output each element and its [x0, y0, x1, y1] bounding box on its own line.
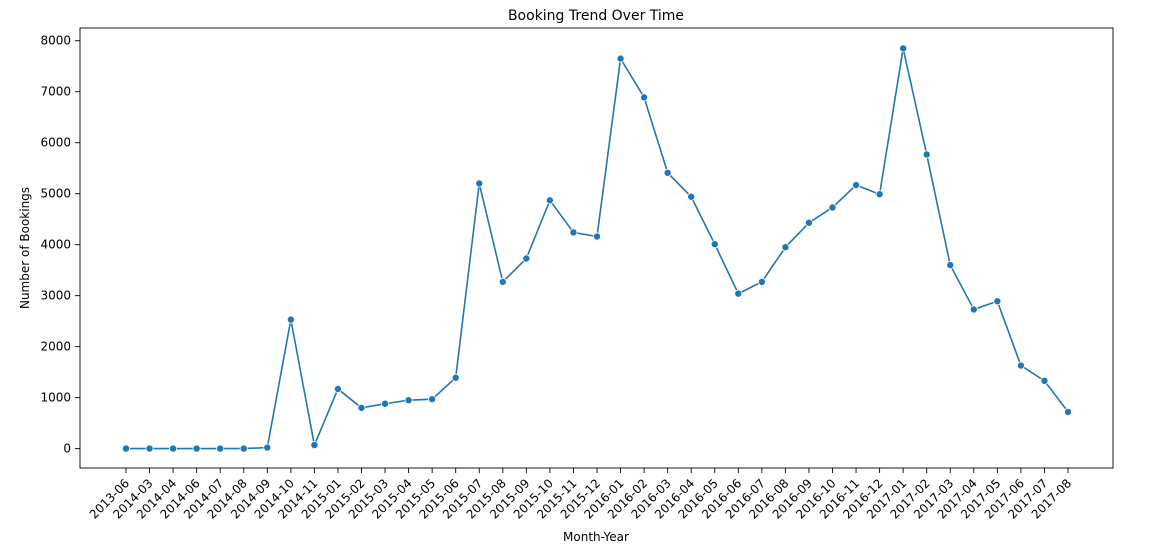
data-point [381, 399, 390, 408]
data-point [734, 289, 743, 298]
data-point [310, 441, 319, 450]
data-point [1064, 407, 1073, 416]
y-tick-label: 4000 [40, 238, 71, 252]
data-point [804, 218, 813, 227]
plot-frame [79, 27, 1114, 469]
data-point [404, 396, 413, 405]
data-point [640, 93, 649, 102]
data-point [522, 254, 531, 263]
data-point [545, 196, 554, 205]
y-tick-label: 5000 [40, 187, 71, 201]
data-point [875, 190, 884, 199]
data-point [899, 44, 908, 53]
data-point [451, 373, 460, 382]
data-point [122, 444, 131, 453]
data-point [498, 277, 507, 286]
data-point [169, 444, 178, 453]
y-axis: 0 1000 2000 3000 4000 5000 6000 7000 8000 [40, 34, 80, 456]
series-line [126, 48, 1069, 450]
data-point [145, 444, 154, 453]
data-point [428, 395, 437, 404]
data-point [1016, 361, 1025, 370]
y-tick-label: 0 [63, 442, 71, 456]
data-point [663, 168, 672, 177]
data-point [1040, 376, 1049, 385]
y-tick-label: 8000 [40, 34, 71, 48]
data-point [687, 192, 696, 201]
data-point [286, 315, 295, 324]
y-axis-label: Number of Bookings [18, 187, 32, 309]
data-point [969, 305, 978, 314]
data-point [616, 54, 625, 63]
data-point [757, 277, 766, 286]
data-point [239, 444, 248, 453]
data-point [946, 261, 955, 270]
data-point [710, 240, 719, 249]
y-tick-label: 6000 [40, 136, 71, 150]
data-point [922, 150, 931, 159]
data-point [828, 203, 837, 212]
y-tick-label: 3000 [40, 289, 71, 303]
y-tick-label: 7000 [40, 85, 71, 99]
data-point [357, 403, 366, 412]
data-point [333, 384, 342, 393]
data-point [475, 179, 484, 188]
chart-title: Booking Trend Over Time [508, 8, 684, 24]
data-point [192, 444, 201, 453]
data-point [263, 443, 272, 452]
x-axis: 2013-062014-032014-042014-062014-072014-… [87, 468, 1074, 522]
data-point [993, 297, 1002, 306]
data-point [216, 444, 225, 453]
data-point [593, 232, 602, 241]
y-tick-label: 2000 [40, 340, 71, 354]
data-point [569, 228, 578, 237]
y-tick-label: 1000 [40, 391, 71, 405]
series-layer [122, 44, 1073, 453]
data-point [852, 181, 861, 190]
x-axis-label: Month-Year [563, 530, 629, 544]
data-point [781, 243, 790, 252]
